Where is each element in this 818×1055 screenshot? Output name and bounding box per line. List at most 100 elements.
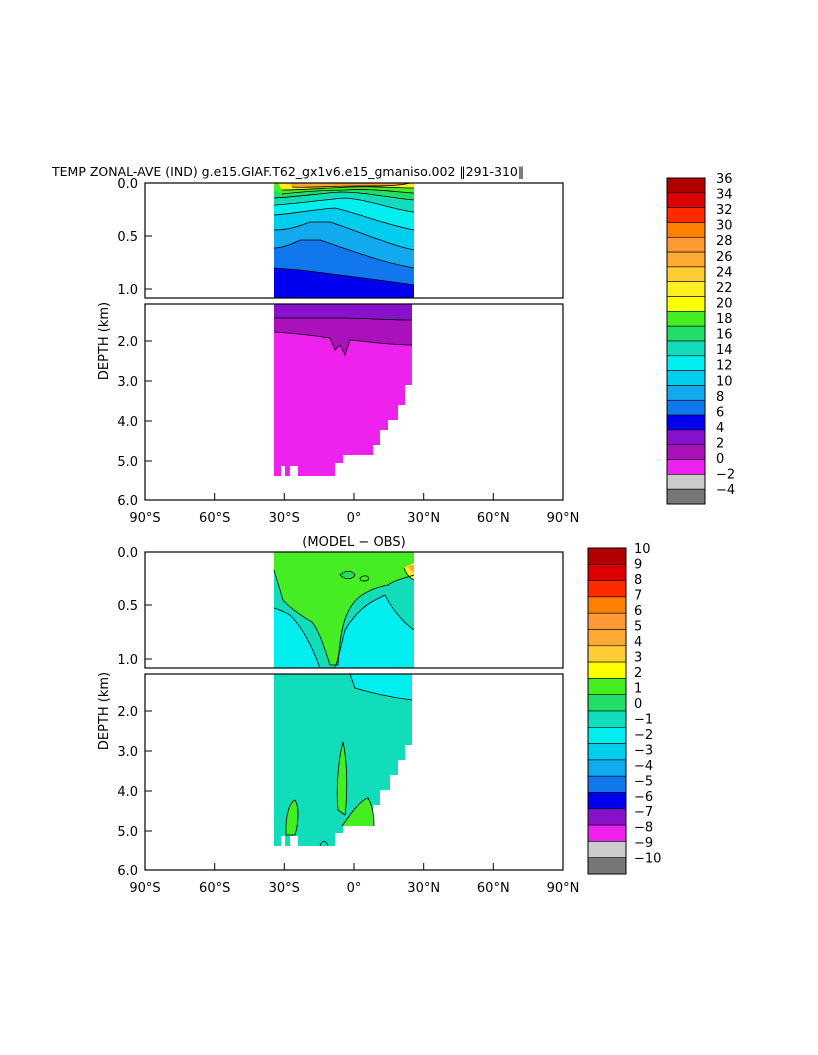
- colorbar-label: 3: [634, 650, 642, 665]
- colorbar-swatch: [666, 266, 706, 283]
- temp-upper-fill: [274, 183, 414, 298]
- temp-lower-contours: [273, 317, 413, 357]
- colorbar-swatch: [587, 759, 627, 777]
- tick-label: 60°S: [199, 511, 230, 526]
- colorbar-swatch: [587, 612, 627, 630]
- colorbar-label: 8: [716, 390, 724, 405]
- tick-label: 30°N: [407, 881, 440, 896]
- colorbar-swatch: [666, 311, 706, 327]
- tick-label: 0.5: [117, 230, 138, 245]
- colorbar-swatch: [666, 414, 706, 431]
- tick-label: 90°S: [129, 511, 160, 526]
- colorbar-swatch: [587, 629, 627, 647]
- colorbar-label: −3: [634, 743, 653, 758]
- colorbar-swatch: [666, 340, 706, 357]
- colorbar-swatch: [587, 678, 627, 696]
- colorbar-label: −1: [634, 712, 653, 727]
- tick-label: 2.0: [117, 335, 138, 350]
- tick-label: 60°N: [477, 881, 510, 896]
- tick-label: 4.0: [117, 415, 138, 430]
- colorbar-label: 6: [634, 604, 642, 619]
- tick-label: 0.0: [117, 177, 138, 192]
- colorbar-label: 24: [716, 265, 733, 280]
- colorbar-swatch: [666, 251, 706, 268]
- colorbar-label: 10: [716, 374, 733, 389]
- tick-label: 0°: [347, 511, 362, 526]
- colorbar-label: 30: [716, 219, 733, 234]
- colorbar-label: 34: [716, 188, 733, 203]
- tick-label: 30°S: [269, 881, 300, 896]
- tick-label: 90°N: [547, 881, 580, 896]
- colorbar-label: 0: [716, 452, 724, 467]
- diff-lower-contours: [285, 674, 413, 847]
- colorbar-label: −2: [716, 468, 735, 483]
- colorbar-swatch: [666, 222, 706, 238]
- colorbar-swatch: [666, 296, 706, 312]
- tick-label: 5.0: [117, 825, 138, 840]
- colorbar-label: 36: [716, 172, 733, 187]
- chart-subtitle: (MODEL − OBS): [302, 535, 405, 550]
- tick-label: 90°S: [129, 881, 160, 896]
- colorbar-swatch: [587, 726, 627, 744]
- tick-label: 4.0: [117, 785, 138, 800]
- colorbar-label: 20: [716, 296, 733, 311]
- colorbar-label: 10: [634, 542, 651, 557]
- colorbar-swatch: [587, 645, 627, 663]
- colorbar-label: 22: [716, 281, 733, 296]
- tick-label: 1.0: [117, 653, 138, 668]
- colorbar-label: −5: [634, 774, 653, 789]
- y-axis-label: DEPTH (km): [97, 302, 112, 380]
- chart-title: TEMP ZONAL-AVE (IND) g.e15.GIAF.T62_gx1v…: [51, 164, 524, 179]
- colorbar-swatch: [666, 488, 706, 505]
- colorbar-label: 28: [716, 234, 733, 249]
- colorbar-swatch: [666, 192, 706, 208]
- colorbar-swatch: [666, 325, 706, 342]
- tick-label: 2.0: [117, 705, 138, 720]
- colorbar-swatch: [587, 824, 627, 842]
- colorbar-label: −6: [634, 790, 653, 805]
- colorbar-label: 4: [716, 421, 724, 436]
- colorbar-label: 14: [716, 343, 733, 358]
- colorbar-swatch: [587, 743, 627, 761]
- colorbar-swatch: [666, 281, 706, 297]
- tick-label: 6.0: [117, 494, 138, 509]
- colorbar-label: 1: [634, 681, 642, 696]
- colorbar-swatch: [587, 563, 627, 581]
- temp-upper-contours: [273, 183, 415, 286]
- colorbar-label: 18: [716, 312, 733, 327]
- tick-label: 90°N: [547, 511, 580, 526]
- tick-label: 30°N: [407, 511, 440, 526]
- tick-label: 0°: [347, 881, 362, 896]
- colorbar-label: −8: [634, 821, 653, 836]
- colorbar-label: 16: [716, 328, 733, 343]
- colorbar-label: 7: [634, 588, 642, 603]
- colorbar-swatch: [666, 385, 706, 401]
- colorbar-swatch: [666, 474, 706, 490]
- diff-upper-fill: [274, 552, 414, 668]
- colorbar-swatch: [587, 841, 627, 859]
- colorbar-label: 0: [634, 697, 642, 712]
- colorbar-swatch: [666, 207, 706, 223]
- colorbar-swatch: [587, 857, 627, 875]
- y-axis-ticks: [145, 182, 152, 501]
- colorbar-swatch: [587, 808, 627, 826]
- colorbar-frame: [666, 177, 706, 505]
- temp-lower-fill: [274, 304, 412, 476]
- colorbar-label: −4: [716, 483, 735, 498]
- y-axis-label: DEPTH (km): [97, 672, 112, 750]
- colorbar-label: 32: [716, 203, 733, 218]
- upper-axis-frame: [144, 182, 564, 299]
- tick-label: 1.0: [117, 283, 138, 298]
- colorbar-label: −4: [634, 759, 653, 774]
- colorbar-swatch: [666, 459, 706, 475]
- colorbar-swatch: [666, 444, 706, 460]
- upper-axis-frame: [144, 551, 564, 669]
- colorbar-swatch: [666, 399, 706, 416]
- x-axis-ticks: [144, 863, 564, 870]
- x-axis-ticks: [144, 493, 564, 500]
- y-axis-ticks: [145, 551, 152, 871]
- colorbar-label: −10: [634, 852, 661, 867]
- colorbar-swatch: [587, 596, 627, 614]
